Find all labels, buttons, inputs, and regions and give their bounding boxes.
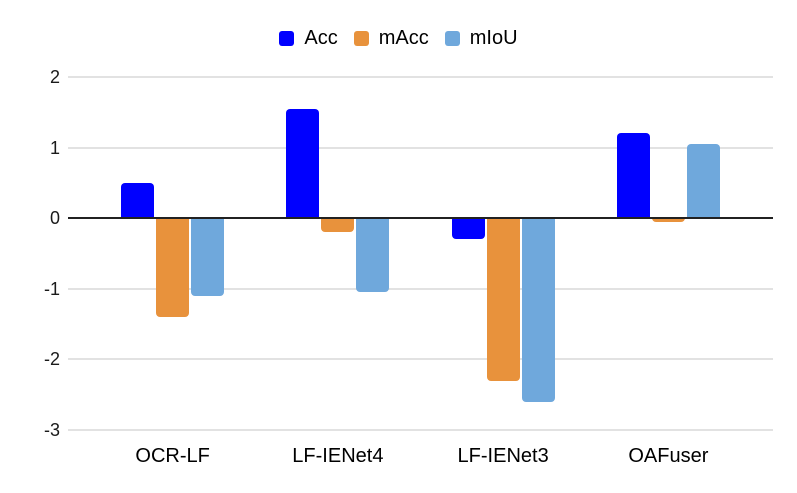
y-tick-label: 0 bbox=[49, 208, 60, 229]
legend-label-miou: mIoU bbox=[469, 27, 518, 49]
x-axis: OCR-LF LF-IENet4 LF-IENet3 OAFuser bbox=[68, 444, 773, 472]
bar-Acc-LF-IENet3 bbox=[451, 218, 485, 240]
y-tick-label: 2 bbox=[49, 67, 60, 87]
bar-mIoU-LF-IENet4 bbox=[356, 218, 390, 293]
gridline bbox=[68, 76, 773, 78]
y-tick-label: 1 bbox=[49, 137, 60, 158]
bar-mAcc-LF-IENet3 bbox=[486, 218, 520, 381]
x-axis-zero-line bbox=[68, 217, 773, 220]
gridline bbox=[68, 146, 773, 149]
y-tick-label: -3 bbox=[43, 420, 60, 440]
bar-mIoU-OAFuser bbox=[686, 144, 720, 219]
x-category-label: LF-IENet4 bbox=[292, 445, 384, 467]
bar-Acc-OAFuser bbox=[616, 133, 650, 219]
bar-mAcc-LF-IENet4 bbox=[321, 218, 355, 233]
legend-label-acc: Acc bbox=[304, 27, 338, 49]
x-category-label: OCR-LF bbox=[135, 445, 210, 467]
bar-Acc-LF-IENet4 bbox=[286, 108, 320, 219]
bar-Acc-OCR-LF bbox=[121, 182, 155, 219]
gridline bbox=[68, 358, 773, 361]
acc-series-swatch bbox=[279, 30, 295, 46]
miou-series-swatch bbox=[444, 30, 460, 46]
bar-mIoU-OCR-LF bbox=[191, 218, 225, 296]
legend-item-miou: mIoU bbox=[444, 27, 518, 49]
plot-area bbox=[68, 76, 773, 431]
chart-legend: Acc mAcc mIoU bbox=[0, 28, 797, 48]
x-category-label: OAFuser bbox=[628, 445, 709, 467]
bar-mAcc-OAFuser bbox=[651, 218, 685, 222]
bar-mIoU-LF-IENet3 bbox=[521, 218, 555, 402]
gridline bbox=[68, 429, 773, 431]
macc-series-swatch bbox=[353, 30, 369, 46]
x-category-label: LF-IENet3 bbox=[457, 445, 549, 467]
y-tick-label: -1 bbox=[43, 278, 60, 299]
legend-item-acc: Acc bbox=[279, 27, 338, 49]
legend-label-macc: mAcc bbox=[378, 27, 429, 49]
legend-item-macc: mAcc bbox=[353, 27, 429, 49]
y-axis: 2 1 0 -1 -2 -3 bbox=[0, 0, 60, 493]
gridline bbox=[68, 287, 773, 290]
bar-mAcc-OCR-LF bbox=[156, 218, 190, 318]
y-tick-label: -2 bbox=[43, 349, 60, 370]
